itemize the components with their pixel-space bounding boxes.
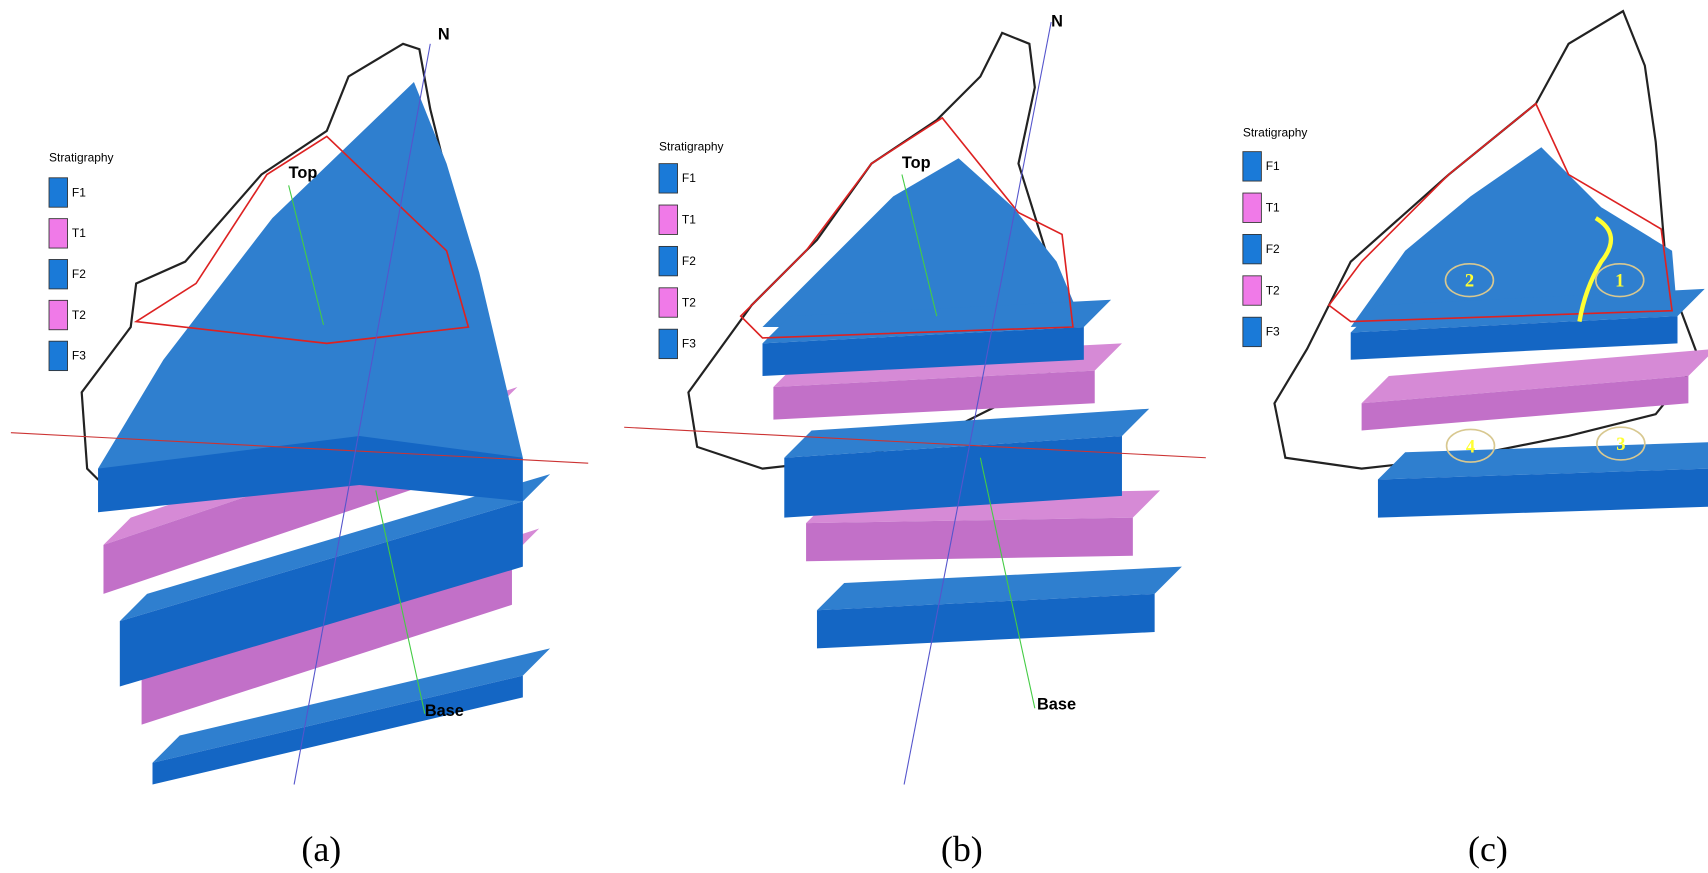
legend-swatch: [49, 300, 68, 329]
legend-label: F2: [1266, 242, 1280, 256]
caption: (b): [941, 829, 983, 869]
caption: (a): [301, 829, 341, 869]
legend-swatch: [1243, 152, 1262, 181]
legend-title: Stratigraphy: [659, 140, 724, 154]
legend-swatch: [659, 329, 678, 358]
legend-label: T2: [1266, 283, 1280, 297]
legend-swatch: [659, 205, 678, 234]
top-label: Top: [289, 164, 318, 182]
legend-swatch: [1243, 276, 1262, 305]
legend-label: T1: [1266, 201, 1280, 215]
legend-label: F3: [72, 349, 86, 363]
legend-swatch: [49, 259, 68, 288]
figure: Stratigraphy F1 T1 F2 T2 F3 N Top Base (a) Stratig…: [0, 0, 1708, 873]
legend-swatch: [49, 219, 68, 248]
legend-title: Stratigraphy: [1243, 125, 1308, 139]
legend-swatch: [49, 178, 68, 207]
legend-label: T2: [682, 295, 696, 309]
legend-label: T1: [72, 226, 86, 240]
base-label: Base: [1037, 695, 1076, 713]
legend-swatch: [659, 164, 678, 193]
legend-swatch: [1243, 193, 1262, 222]
layer-side: [806, 518, 1133, 562]
top-label: Top: [902, 154, 931, 172]
legend-label: F2: [682, 254, 696, 268]
legend-label: T2: [72, 308, 86, 322]
legend-swatch: [1243, 234, 1262, 263]
caption: (c): [1468, 829, 1508, 869]
legend-label: F1: [682, 171, 696, 185]
legend-swatch: [659, 246, 678, 275]
zone-label: 4: [1466, 437, 1475, 457]
base-label: Base: [425, 702, 464, 720]
zone-label: 2: [1465, 272, 1474, 292]
legend-title: Stratigraphy: [49, 150, 114, 164]
legend-label: F1: [72, 185, 86, 199]
page: Stratigraphy F1 T1 F2 T2 F3 N Top Base (a) Stratig…: [0, 0, 1708, 873]
legend-swatch: [49, 341, 68, 370]
legend-swatch: [1243, 317, 1262, 346]
north-label: N: [438, 25, 450, 43]
zone-label: 3: [1616, 435, 1625, 455]
north-label: N: [1051, 12, 1063, 30]
legend-label: F2: [72, 267, 86, 281]
legend-swatch: [659, 288, 678, 317]
zone-label: 1: [1615, 272, 1624, 292]
legend-label: F3: [1266, 325, 1280, 339]
legend-label: F3: [682, 337, 696, 351]
legend-label: F1: [1266, 159, 1280, 173]
legend-label: T1: [682, 213, 696, 227]
